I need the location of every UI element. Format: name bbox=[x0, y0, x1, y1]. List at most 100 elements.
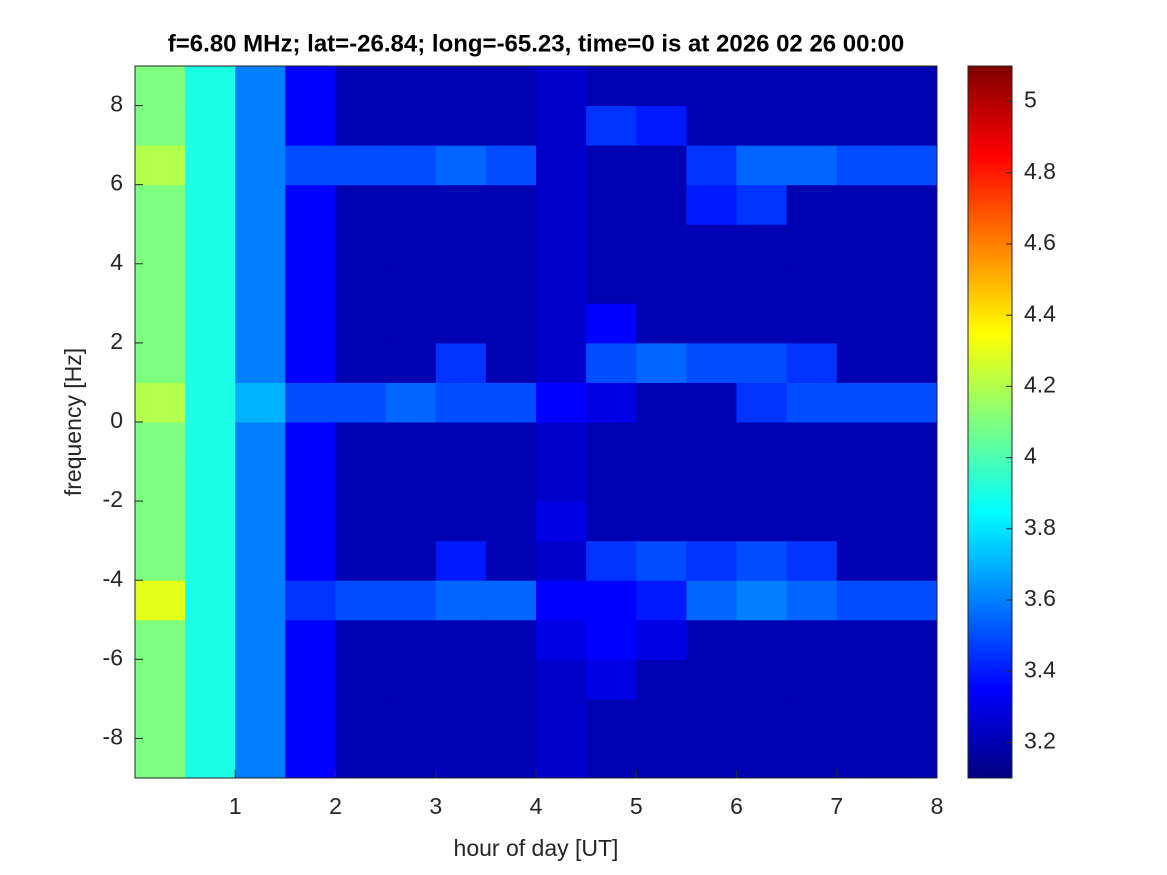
cell bbox=[836, 342, 888, 383]
x-tick-label: 1 bbox=[229, 793, 242, 819]
cell bbox=[736, 461, 788, 502]
cell bbox=[185, 540, 236, 581]
cell bbox=[385, 619, 437, 660]
cell bbox=[335, 105, 387, 146]
cell bbox=[435, 263, 487, 304]
cell bbox=[736, 422, 788, 463]
cell bbox=[786, 501, 838, 542]
cell bbox=[736, 659, 788, 700]
cell bbox=[586, 422, 637, 463]
cell bbox=[335, 263, 387, 304]
cell bbox=[536, 501, 587, 542]
cell bbox=[435, 738, 487, 779]
cell bbox=[185, 105, 236, 146]
cell bbox=[285, 461, 336, 502]
cell bbox=[536, 184, 587, 225]
cell bbox=[536, 342, 587, 383]
cell bbox=[586, 698, 637, 739]
cell bbox=[235, 698, 286, 739]
cell bbox=[435, 659, 487, 700]
x-tick-label: 2 bbox=[329, 793, 342, 819]
cell bbox=[335, 303, 387, 344]
y-tick-label: 0 bbox=[110, 407, 123, 433]
cell bbox=[886, 540, 938, 581]
cell bbox=[235, 303, 286, 344]
cell bbox=[485, 184, 537, 225]
cell bbox=[335, 422, 387, 463]
cell bbox=[235, 501, 286, 542]
cell bbox=[586, 580, 637, 621]
cell bbox=[586, 145, 637, 186]
cell bbox=[586, 303, 637, 344]
cell bbox=[285, 619, 336, 660]
cell bbox=[135, 659, 186, 700]
cell bbox=[185, 145, 236, 186]
cell bbox=[235, 382, 286, 423]
cell bbox=[285, 224, 336, 265]
cell bbox=[886, 303, 938, 344]
cell bbox=[185, 580, 236, 621]
cell bbox=[235, 580, 286, 621]
cell bbox=[385, 224, 437, 265]
cell bbox=[636, 659, 687, 700]
cell bbox=[586, 501, 637, 542]
cell bbox=[135, 263, 186, 304]
cell bbox=[536, 303, 587, 344]
cell bbox=[736, 303, 788, 344]
cell bbox=[285, 184, 336, 225]
cell bbox=[135, 224, 186, 265]
cell bbox=[335, 659, 387, 700]
cell bbox=[836, 659, 888, 700]
x-tick-label: 3 bbox=[429, 793, 442, 819]
cell bbox=[485, 501, 537, 542]
cell bbox=[686, 659, 737, 700]
cell bbox=[636, 580, 687, 621]
cell bbox=[686, 382, 737, 423]
cell bbox=[235, 461, 286, 502]
cell bbox=[786, 263, 838, 304]
cell bbox=[736, 145, 788, 186]
cell bbox=[586, 738, 637, 779]
cell bbox=[235, 263, 286, 304]
cell bbox=[786, 303, 838, 344]
cell bbox=[435, 461, 487, 502]
cell bbox=[135, 66, 186, 107]
cell bbox=[185, 619, 236, 660]
cell bbox=[536, 105, 587, 146]
cell bbox=[636, 540, 687, 581]
cell bbox=[135, 698, 186, 739]
cell bbox=[836, 184, 888, 225]
cell bbox=[786, 659, 838, 700]
heatmap bbox=[135, 66, 938, 779]
cell bbox=[485, 303, 537, 344]
cell bbox=[285, 501, 336, 542]
cell bbox=[536, 422, 587, 463]
x-tick-label: 4 bbox=[530, 793, 543, 819]
cell bbox=[235, 145, 286, 186]
cell bbox=[435, 105, 487, 146]
cell bbox=[636, 145, 687, 186]
cell bbox=[285, 422, 336, 463]
cell bbox=[636, 105, 687, 146]
y-tick-label: 8 bbox=[110, 91, 123, 117]
cell bbox=[485, 461, 537, 502]
cell bbox=[536, 738, 587, 779]
cell bbox=[285, 738, 336, 779]
cell bbox=[285, 342, 336, 383]
cell bbox=[285, 303, 336, 344]
cell bbox=[485, 659, 537, 700]
cell bbox=[686, 540, 737, 581]
cell bbox=[736, 698, 788, 739]
cell bbox=[385, 738, 437, 779]
cell bbox=[235, 619, 286, 660]
cell bbox=[185, 263, 236, 304]
cell bbox=[385, 303, 437, 344]
cell bbox=[586, 224, 637, 265]
cell bbox=[686, 580, 737, 621]
cell bbox=[586, 659, 637, 700]
cell bbox=[135, 422, 186, 463]
cell bbox=[185, 66, 236, 107]
cell bbox=[385, 184, 437, 225]
cell bbox=[736, 66, 788, 107]
cell bbox=[836, 382, 888, 423]
